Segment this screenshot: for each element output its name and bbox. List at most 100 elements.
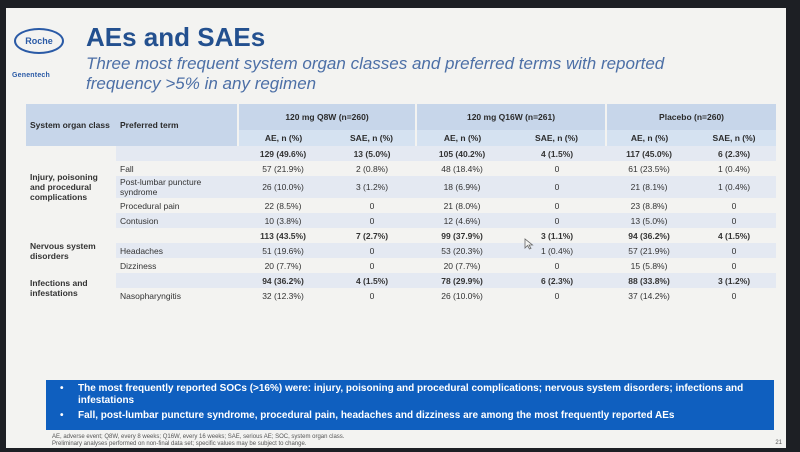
key-findings-banner: • The most frequently reported SOCs (>16…	[46, 380, 774, 430]
value-cell: 18 (6.9%)	[416, 176, 509, 198]
value-cell: 4 (1.5%)	[328, 273, 417, 288]
pt-cell	[116, 146, 238, 161]
header-preferred-term: Preferred term	[116, 104, 238, 146]
value-cell: 6 (2.3%)	[692, 146, 777, 161]
header-sae: SAE, n (%)	[508, 130, 607, 146]
header-sae: SAE, n (%)	[328, 130, 417, 146]
value-cell: 53 (20.3%)	[416, 243, 509, 258]
value-cell: 15 (5.8%)	[606, 258, 693, 273]
pt-cell: Post-lumbar puncture syndrome	[116, 176, 238, 198]
slide-title: AEs and SAEs	[86, 22, 266, 52]
value-cell: 4 (1.5%)	[508, 146, 607, 161]
roche-logo: Roche	[14, 28, 64, 54]
bullet-dot: •	[60, 383, 64, 394]
value-cell: 21 (8.0%)	[416, 198, 509, 213]
value-cell: 0	[692, 288, 777, 303]
ae-table: System organ class Preferred term 120 mg…	[26, 104, 777, 303]
pt-cell: Contusion	[116, 213, 238, 228]
value-cell: 6 (2.3%)	[508, 273, 607, 288]
value-cell: 0	[508, 198, 607, 213]
value-cell: 12 (4.6%)	[416, 213, 509, 228]
value-cell: 88 (33.8%)	[606, 273, 693, 288]
value-cell: 37 (14.2%)	[606, 288, 693, 303]
value-cell: 113 (43.5%)	[238, 228, 328, 243]
value-cell: 129 (49.6%)	[238, 146, 328, 161]
pt-cell: Fall	[116, 161, 238, 176]
bullet-text: Fall, post-lumbar puncture syndrome, pro…	[78, 410, 675, 421]
banner-bullet: • Fall, post-lumbar puncture syndrome, p…	[60, 410, 764, 422]
value-cell: 3 (1.2%)	[328, 176, 417, 198]
value-cell: 1 (0.4%)	[692, 161, 777, 176]
value-cell: 0	[508, 288, 607, 303]
value-cell: 57 (21.9%)	[238, 161, 328, 176]
header-ae: AE, n (%)	[605, 130, 693, 146]
value-cell: 23 (8.8%)	[606, 198, 693, 213]
soc-cell: Injury, poisoning and procedural complic…	[26, 146, 116, 228]
bullet-dot: •	[60, 410, 64, 421]
banner-bullet: • The most frequently reported SOCs (>16…	[60, 383, 764, 407]
header-sae: SAE, n (%)	[692, 130, 777, 146]
value-cell: 0	[508, 213, 607, 228]
value-cell: 94 (36.2%)	[238, 273, 328, 288]
table-row: Post-lumbar puncture syndrome 26 (10.0%)…	[26, 176, 777, 198]
pt-cell	[116, 273, 238, 288]
value-cell: 3 (1.2%)	[692, 273, 777, 288]
mouse-pointer-icon	[524, 238, 534, 250]
table-row: Nervous system disorders 113 (43.5%) 7 (…	[26, 228, 777, 273]
pt-cell: Headaches	[116, 243, 238, 258]
value-cell: 1 (0.4%)	[508, 243, 607, 258]
value-cell: 94 (36.2%)	[606, 228, 693, 243]
footnote-line: AE, adverse event; Q8W, every 8 weeks; Q…	[52, 434, 345, 440]
bullet-text: The most frequently reported SOCs (>16%)…	[78, 383, 744, 406]
header-ae: AE, n (%)	[237, 130, 328, 146]
page-number: 21	[775, 440, 782, 446]
table-row: Fall 57 (21.9%) 2 (0.8%) 48 (18.4%) 0 61…	[26, 161, 777, 176]
value-cell: 21 (8.1%)	[606, 176, 693, 198]
value-cell: 61 (23.5%)	[606, 161, 693, 176]
value-cell: 0	[328, 258, 417, 273]
slide-subtitle: Three most frequent system organ classes…	[86, 54, 665, 93]
soc-cell: Infections and infestations	[26, 273, 116, 303]
table-row: Infections and infestations 94 (36.2%) 4…	[26, 273, 777, 303]
value-cell: 0	[328, 198, 417, 213]
pt-cell	[116, 228, 238, 243]
value-cell: 0	[328, 288, 417, 303]
value-cell: 105 (40.2%)	[416, 146, 509, 161]
value-cell: 20 (7.7%)	[416, 258, 509, 273]
value-cell: 117 (45.0%)	[606, 146, 693, 161]
value-cell: 32 (12.3%)	[238, 288, 328, 303]
value-cell: 0	[692, 243, 777, 258]
value-cell: 99 (37.9%)	[416, 228, 509, 243]
value-cell: 3 (1.1%)	[508, 228, 607, 243]
value-cell: 22 (8.5%)	[238, 198, 328, 213]
table-row: Nasopharyngitis 32 (12.3%) 0 26 (10.0%) …	[26, 288, 777, 303]
value-cell: 48 (18.4%)	[416, 161, 509, 176]
value-cell: 0	[328, 213, 417, 228]
header-group-placebo: Placebo (n=260)	[605, 104, 777, 130]
value-cell: 2 (0.8%)	[328, 161, 417, 176]
footnote-line: Preliminary analyses performed on non-fi…	[52, 441, 307, 447]
value-cell: 7 (2.7%)	[328, 228, 417, 243]
value-cell: 0	[508, 161, 607, 176]
header-group-q16w: 120 mg Q16W (n=261)	[415, 104, 607, 130]
value-cell: 0	[508, 258, 607, 273]
table-row: Headaches 51 (19.6%) 0 53 (20.3%) 1 (0.4…	[26, 243, 777, 258]
value-cell: 51 (19.6%)	[238, 243, 328, 258]
value-cell: 0	[328, 243, 417, 258]
genentech-logo: Genentech	[12, 72, 50, 79]
value-cell: 78 (29.9%)	[416, 273, 509, 288]
roche-logo-text: Roche	[25, 36, 53, 46]
value-cell: 13 (5.0%)	[328, 146, 417, 161]
value-cell: 0	[692, 213, 777, 228]
pt-cell: Nasopharyngitis	[116, 288, 238, 303]
header-soc: System organ class	[26, 104, 116, 146]
table-row: Injury, poisoning and procedural complic…	[26, 146, 777, 228]
value-cell: 0	[508, 176, 607, 198]
value-cell: 10 (3.8%)	[238, 213, 328, 228]
value-cell: 1 (0.4%)	[692, 176, 777, 198]
value-cell: 26 (10.0%)	[416, 288, 509, 303]
value-cell: 20 (7.7%)	[238, 258, 328, 273]
pt-cell: Dizziness	[116, 258, 238, 273]
table-row: Procedural pain 22 (8.5%) 0 21 (8.0%) 0 …	[26, 198, 777, 213]
slide: Roche Genentech AEs and SAEs Three most …	[6, 8, 786, 448]
